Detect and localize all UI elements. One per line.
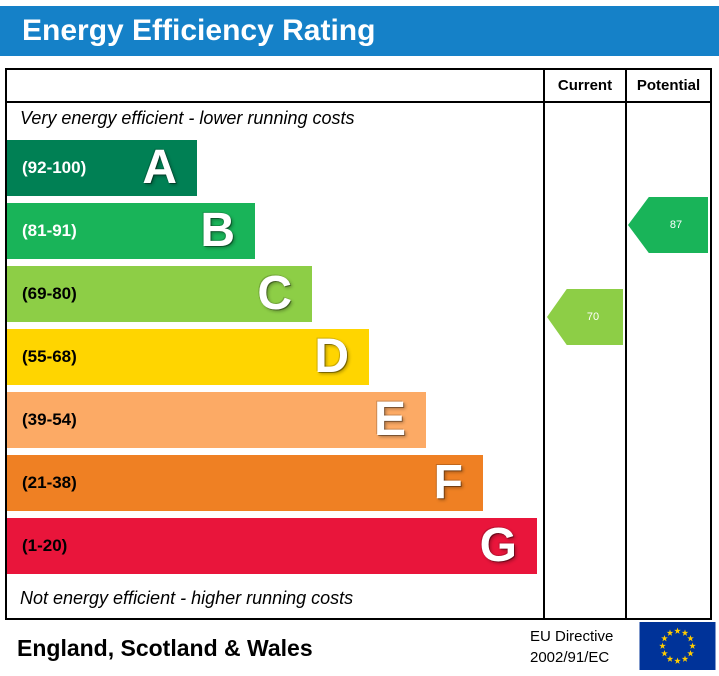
band-range-label: (1-20) [22,536,68,555]
header-divider [7,101,710,103]
eu-directive-label: EU Directive 2002/91/EC [530,626,613,668]
band-row-e: (39-54) E [7,392,426,448]
caption-top: Very energy efficient - lower running co… [20,108,355,128]
eu-flag-icon [639,622,716,670]
chart-box: Current Potential Very energy efficient … [5,68,712,620]
page-title: Energy Efficiency Rating [22,14,376,47]
band-letter: F [433,456,463,509]
region-label: England, Scotland & Wales [17,635,313,661]
caption-bottom: Not energy efficient - higher running co… [20,588,354,608]
band-row-a: (92-100) A [7,140,197,196]
title-bar: Energy Efficiency Rating [0,6,719,56]
band-row-b: (81-91) B [7,203,255,259]
band-letter: C [257,267,292,320]
band-letter: E [373,393,406,446]
band-range-label: (69-80) [22,284,77,303]
eu-directive-line1: EU Directive [530,628,614,645]
footer: England, Scotland & Wales EU Directive 2… [5,622,716,674]
band-range-label: (81-91) [22,221,77,240]
band-row-g: (1-20) G [7,518,537,574]
band-letter: G [479,519,517,572]
band-range-label: (55-68) [22,347,77,366]
potential-column-divider [625,70,627,618]
band-letter: A [142,141,177,194]
band-row-c: (69-80) C [7,266,312,322]
band-range-label: (92-100) [22,158,87,177]
eu-directive-line2: 2002/91/EC [530,649,610,666]
current-column-divider [543,70,545,618]
current-rating-arrow: 70 [547,289,623,345]
current-rating-value: 70 [586,311,600,323]
band-range-label: (39-54) [22,410,77,429]
column-header-current: Current [557,77,613,94]
band-range-label: (21-38) [22,473,77,492]
band-row-f: (21-38) F [7,455,483,511]
potential-rating-arrow: 87 [628,197,708,253]
band-row-d: (55-68) D [7,329,369,385]
column-header-potential: Potential [636,77,701,94]
band-letter: B [200,204,235,257]
band-letter: D [314,330,349,383]
potential-rating-value: 87 [669,219,683,231]
